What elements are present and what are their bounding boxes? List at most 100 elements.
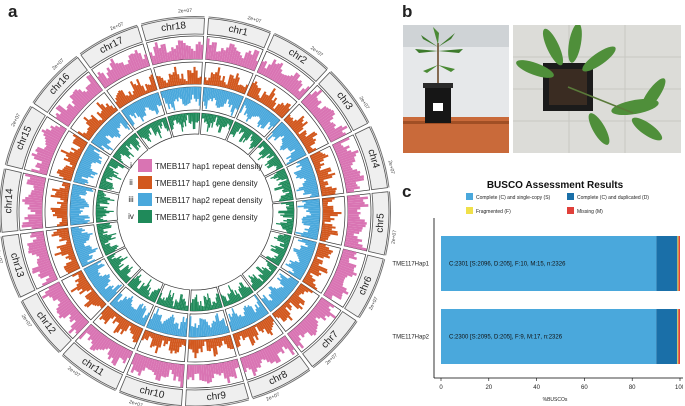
track-1-bin bbox=[115, 62, 125, 78]
track-4-bin bbox=[229, 121, 237, 135]
track-1-bin bbox=[299, 321, 314, 337]
track-3-bin bbox=[257, 110, 270, 128]
track-4-bin bbox=[198, 113, 200, 122]
track-4-bin bbox=[122, 274, 128, 281]
track-4-bin bbox=[266, 159, 280, 168]
track-1-bin bbox=[234, 359, 240, 368]
track-4-bin bbox=[286, 231, 292, 234]
track-3-bin bbox=[304, 178, 316, 183]
track-4-bin bbox=[250, 280, 259, 290]
track-3-bin bbox=[169, 89, 176, 111]
track-4-bin bbox=[193, 299, 195, 311]
track-3-bin bbox=[243, 307, 253, 324]
track-3-bin bbox=[300, 245, 315, 252]
track-1-bin bbox=[149, 359, 156, 371]
track-1-bin bbox=[313, 306, 326, 318]
track-2-bin bbox=[59, 237, 70, 242]
track-2-bin bbox=[172, 338, 177, 351]
track-3-bin bbox=[76, 169, 92, 176]
track-1-bin bbox=[319, 299, 330, 308]
track-4-bin bbox=[255, 266, 269, 279]
track-1-bin bbox=[325, 126, 336, 135]
track-4-bin bbox=[150, 122, 158, 134]
track-4-bin bbox=[127, 277, 135, 286]
track-4-bin bbox=[201, 113, 204, 119]
track-3-bin bbox=[246, 306, 256, 323]
track-1-bin bbox=[189, 364, 193, 378]
track-4-bin bbox=[261, 149, 273, 159]
scale-label-chr8: 2e+07 bbox=[265, 392, 280, 403]
track-1-bin bbox=[347, 218, 365, 223]
track-4-bin bbox=[215, 293, 221, 308]
track-1-bin bbox=[293, 90, 300, 97]
track-1-bin bbox=[203, 364, 207, 382]
track-3-bin bbox=[130, 103, 140, 118]
track-4-bin bbox=[174, 301, 178, 310]
track-4-bin bbox=[186, 113, 189, 116]
track-1-bin bbox=[243, 50, 252, 68]
track-2-bin bbox=[205, 339, 209, 351]
ideogram-chr2 bbox=[266, 34, 328, 82]
track-3-bin bbox=[281, 278, 295, 290]
track-1-bin bbox=[28, 218, 43, 222]
track-2-bin bbox=[168, 337, 171, 342]
track-4-bin bbox=[96, 210, 114, 213]
track-3-bin bbox=[241, 316, 248, 327]
track-3-bin bbox=[231, 313, 240, 330]
track-2-bin bbox=[105, 106, 114, 115]
track-4-bin bbox=[204, 296, 208, 311]
track-1-bin bbox=[329, 283, 349, 295]
track-1-bin bbox=[292, 328, 301, 337]
track-1-bin bbox=[195, 44, 199, 60]
track-1-bin bbox=[342, 249, 357, 255]
track-2-bin bbox=[119, 320, 130, 335]
track-3-bin bbox=[182, 321, 186, 337]
track-2-bin bbox=[202, 339, 205, 346]
track-4-bin bbox=[159, 298, 163, 305]
track-2-bin bbox=[294, 121, 308, 133]
track-1-bin bbox=[239, 57, 244, 67]
track-4-bin bbox=[212, 301, 216, 310]
track-4-bin bbox=[281, 176, 289, 181]
track-4-bin bbox=[197, 301, 200, 311]
track-1-bin bbox=[118, 62, 127, 77]
track-1-bin bbox=[21, 223, 43, 228]
track-frame-1-chr18 bbox=[146, 35, 204, 66]
track-3-bin bbox=[267, 117, 279, 130]
track-4-bin bbox=[280, 222, 294, 226]
track-1-bin bbox=[26, 181, 45, 188]
track-4-bin bbox=[183, 113, 187, 127]
track-3-bin bbox=[247, 305, 258, 322]
scale-label-chr4: 2e+07 bbox=[386, 160, 395, 175]
track-2-bin bbox=[263, 318, 273, 331]
track-1-bin bbox=[219, 362, 224, 374]
track-2-bin bbox=[73, 151, 81, 156]
track-1-bin bbox=[45, 274, 57, 282]
track-2-bin bbox=[194, 339, 197, 359]
track-1-bin bbox=[45, 139, 58, 148]
track-1-bin bbox=[340, 159, 356, 167]
track-3-bin bbox=[289, 260, 307, 271]
track-3-bin bbox=[290, 146, 303, 155]
track-3-bin bbox=[83, 153, 102, 165]
track-4-bin bbox=[211, 305, 214, 310]
track-2-bin bbox=[131, 326, 140, 340]
track-1-bin bbox=[281, 75, 291, 87]
track-4-bin bbox=[96, 213, 106, 215]
track-2-bin bbox=[283, 114, 291, 122]
track-3-bin bbox=[237, 315, 245, 328]
track-4-bin bbox=[262, 142, 267, 148]
track-3-bin bbox=[249, 305, 260, 321]
track-4-bin bbox=[115, 151, 122, 158]
track-3-bin bbox=[78, 249, 96, 259]
track-1-bin bbox=[273, 342, 282, 353]
track-1-bin bbox=[307, 99, 319, 111]
track-4-bin bbox=[103, 244, 118, 252]
track-2-bin bbox=[295, 127, 304, 135]
track-1-bin bbox=[37, 268, 54, 277]
track-4-bin bbox=[227, 293, 233, 305]
track-3-bin bbox=[105, 123, 121, 139]
bar-segment-3 bbox=[677, 309, 679, 364]
track-3-bin bbox=[129, 104, 136, 114]
track-1-bin bbox=[316, 303, 336, 319]
